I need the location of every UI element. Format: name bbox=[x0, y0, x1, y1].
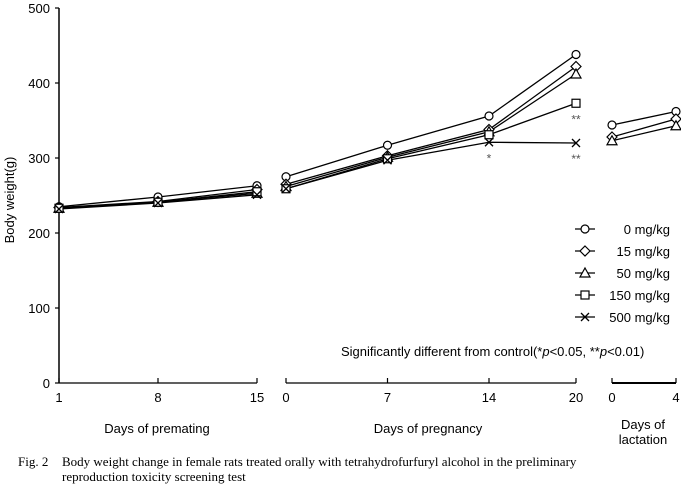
series-line-15-mg-kg bbox=[611, 118, 677, 138]
x-tick-label: 4 bbox=[672, 390, 679, 405]
sig-note-star1: * bbox=[537, 344, 542, 359]
sig-note-t2: <0.01) bbox=[607, 344, 644, 359]
y-axis-title: Body weight(g) bbox=[2, 157, 17, 244]
data-point-500-mg-kg bbox=[252, 190, 262, 200]
y-tick-label: 300 bbox=[28, 151, 50, 166]
data-point-500-mg-kg bbox=[484, 137, 494, 147]
legend-item: 500 mg/kg bbox=[575, 310, 670, 325]
legend-label: 50 mg/kg bbox=[617, 266, 670, 281]
caption-line1: Body weight change in female rats treate… bbox=[62, 454, 577, 469]
sig-note-t1: <0.05, bbox=[550, 344, 590, 359]
legend-marker-diamond-icon bbox=[579, 245, 591, 257]
y-tick-label: 100 bbox=[28, 301, 50, 316]
data-point-500-mg-kg bbox=[153, 198, 163, 208]
series-layer bbox=[58, 53, 677, 210]
legend-label: 0 mg/kg bbox=[624, 222, 670, 237]
sig-note-star2: ** bbox=[590, 344, 600, 359]
data-point-150-mg-kg bbox=[484, 130, 494, 140]
legend: 0 mg/kg 15 mg/kg 50 mg/kg 150 mg/kg 500 mg/k… bbox=[575, 222, 670, 325]
caption-line2: reproduction toxicity screening test bbox=[62, 469, 246, 484]
x-tick-label: 14 bbox=[482, 390, 496, 405]
x-axis-title-lactation-line1: Days of bbox=[621, 417, 665, 432]
data-point-0-mg-kg bbox=[484, 111, 494, 121]
data-point-500-mg-kg bbox=[571, 138, 581, 148]
legend-label: 15 mg/kg bbox=[617, 244, 670, 259]
legend-item: 0 mg/kg bbox=[575, 222, 670, 237]
series-line-500-mg-kg bbox=[285, 141, 577, 190]
sig-note-p2: p bbox=[599, 344, 607, 359]
legend-marker-circle-icon bbox=[580, 224, 590, 234]
series-line-0-mg-kg bbox=[611, 110, 677, 126]
legend-item: 150 mg/kg bbox=[575, 288, 670, 303]
x-tick-label: 0 bbox=[282, 390, 289, 405]
x-tick-label: 20 bbox=[569, 390, 583, 405]
data-point-0-mg-kg bbox=[607, 120, 617, 130]
x-tick-label: 1 bbox=[55, 390, 62, 405]
sig-note-prefix: Significantly different from control( bbox=[341, 344, 538, 359]
data-point-500-mg-kg bbox=[54, 204, 64, 214]
x-tick-label: 0 bbox=[608, 390, 615, 405]
series-line-0-mg-kg bbox=[285, 53, 577, 178]
legend-label: 150 mg/kg bbox=[609, 288, 670, 303]
series-line-50-mg-kg bbox=[611, 125, 677, 142]
legend-label: 500 mg/kg bbox=[609, 310, 670, 325]
data-point-0-mg-kg bbox=[571, 49, 581, 60]
series-line-150-mg-kg bbox=[285, 102, 577, 190]
data-point-150-mg-kg bbox=[382, 154, 393, 164]
x-tick-label: 8 bbox=[154, 390, 161, 405]
data-point-50-mg-kg bbox=[605, 134, 619, 146]
data-point-500-mg-kg bbox=[281, 184, 291, 194]
data-point-500-mg-kg bbox=[383, 155, 392, 165]
legend-item: 15 mg/kg bbox=[575, 244, 670, 259]
significance-mark: * bbox=[487, 151, 492, 165]
legend-marker-square-icon bbox=[580, 290, 590, 300]
figure-caption: Fig. 2 Body weight change in female rats … bbox=[18, 454, 678, 484]
data-point-50-mg-kg bbox=[569, 67, 583, 79]
legend-marker-cross-icon bbox=[580, 312, 590, 322]
y-tick-label: 400 bbox=[28, 76, 50, 91]
legend-item: 50 mg/kg bbox=[575, 266, 670, 281]
significance-mark: ** bbox=[571, 152, 581, 166]
legend-marker-triangle-icon bbox=[578, 266, 592, 278]
data-point-50-mg-kg bbox=[669, 119, 681, 131]
series-line-50-mg-kg bbox=[285, 73, 577, 188]
x-axis-title-lactation-line2: lactation bbox=[619, 432, 667, 447]
y-tick-label: 200 bbox=[28, 226, 50, 241]
x-tick-label: 15 bbox=[250, 390, 264, 405]
x-axis-title-premating: Days of premating bbox=[104, 421, 210, 436]
data-point-150-mg-kg bbox=[571, 98, 581, 108]
y-tick-label: 0 bbox=[43, 376, 50, 391]
x-tick-label: 7 bbox=[384, 390, 391, 405]
figure-label: Fig. 2 bbox=[18, 454, 49, 469]
markers-layer bbox=[52, 49, 681, 214]
y-tick-label: 500 bbox=[28, 1, 50, 16]
annotations-layer: ***** bbox=[487, 112, 581, 166]
series-line-15-mg-kg bbox=[285, 65, 577, 185]
sig-note-p1: p bbox=[541, 344, 549, 359]
data-point-0-mg-kg bbox=[382, 140, 393, 150]
significance-mark: ** bbox=[571, 112, 581, 126]
data-point-150-mg-kg bbox=[252, 187, 262, 197]
significance-note: Significantly different from control(*p<… bbox=[341, 344, 644, 359]
x-axis-title-pregnancy: Days of pregnancy bbox=[374, 421, 483, 436]
